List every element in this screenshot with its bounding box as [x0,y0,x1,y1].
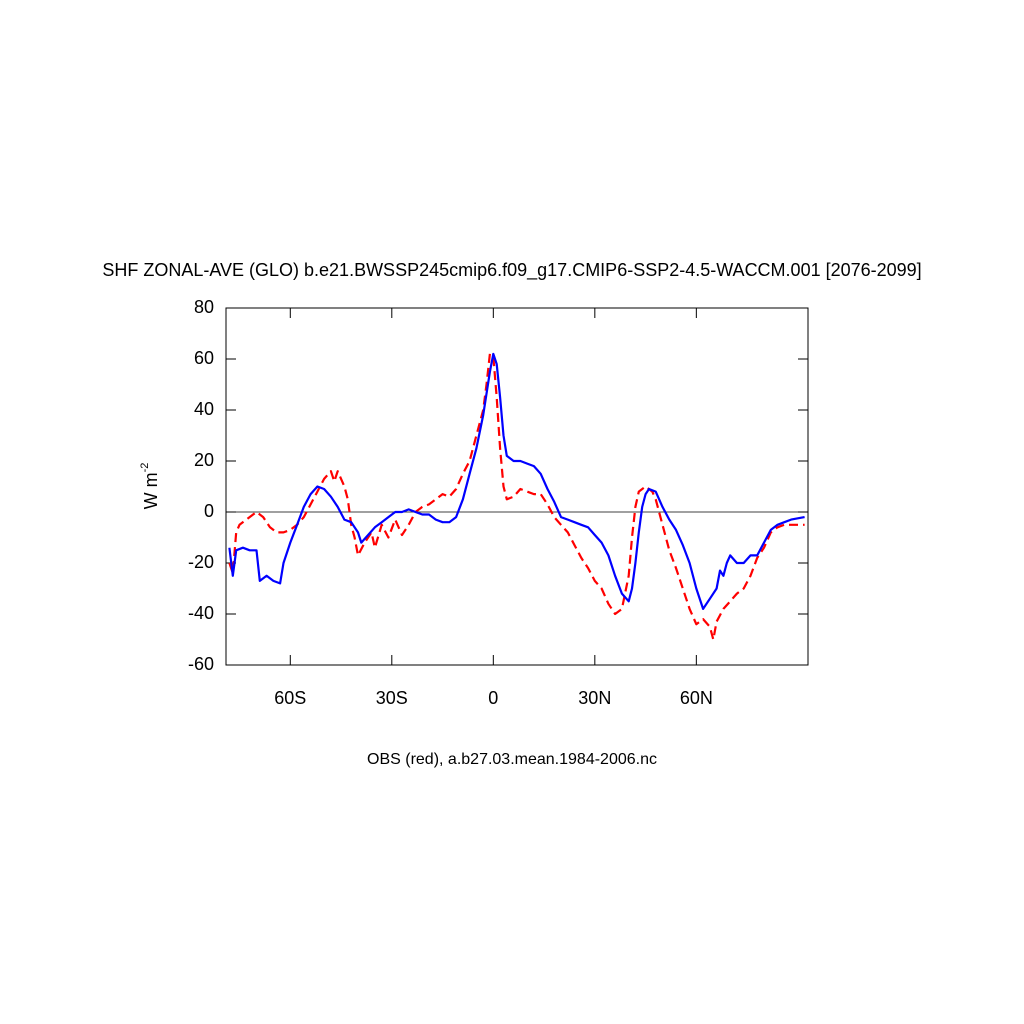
y-tick-label: 80 [194,297,214,317]
y-tick-label: -40 [188,603,214,623]
subtitle: OBS (red), a.b27.03.mean.1984-2006.nc [367,751,657,768]
y-tick-label: -20 [188,552,214,572]
y-tick-label: -60 [188,654,214,674]
series-line [228,352,805,610]
chart-title: SHF ZONAL-AVE (GLO) b.e21.BWSSP245cmip6.… [102,260,921,281]
y-axis-label-sup: -2 [139,463,151,473]
y-axis-label-text: W m [141,472,161,509]
y-tick-label: 20 [194,450,214,470]
x-tick-label: 30N [578,688,611,708]
y-axis-label: W m-2 [139,463,161,510]
x-tick-label: 30S [376,688,408,708]
y-tick-label: 0 [204,501,214,521]
x-tick-label: 60N [680,688,713,708]
series-line [228,352,805,641]
plot-frame [225,307,809,666]
y-tick-label: 60 [194,348,214,368]
y-tick-label: 40 [194,399,214,419]
x-tick-label: 60S [274,688,306,708]
x-tick-label: 0 [488,688,498,708]
